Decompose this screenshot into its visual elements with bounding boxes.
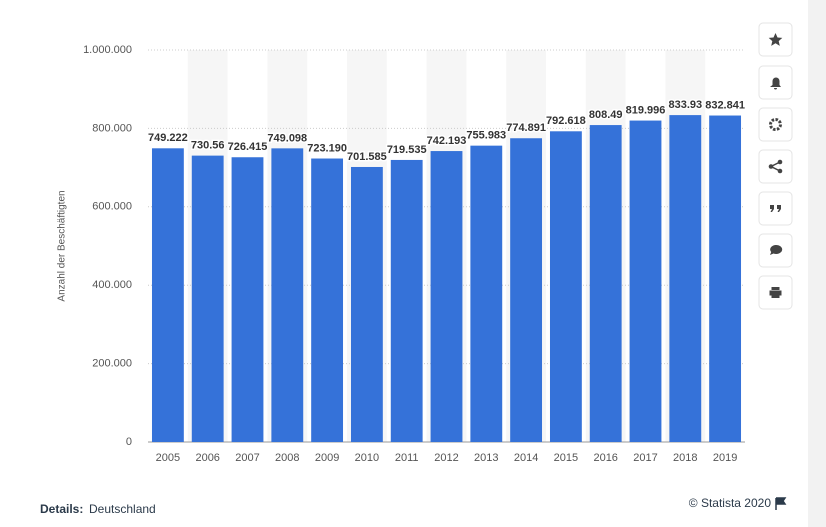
x-tick-label: 2009 <box>315 452 339 464</box>
x-tick-label: 2006 <box>195 452 219 464</box>
data-label: 749.098 <box>267 132 307 144</box>
quote-icon <box>770 205 781 212</box>
y-tick-label: 800.000 <box>92 122 132 134</box>
x-tick-label: 2007 <box>235 452 259 464</box>
share-dot <box>777 159 783 165</box>
y-tick-label: 400.000 <box>92 279 132 291</box>
y-tick-label: 1.000.000 <box>83 44 132 56</box>
bar <box>311 158 344 442</box>
bar <box>709 115 742 442</box>
x-tick-label: 2013 <box>474 452 498 464</box>
bar <box>390 159 423 443</box>
x-tick-label: 2015 <box>554 452 578 464</box>
bar <box>151 148 184 442</box>
x-tick-label: 2018 <box>673 452 697 464</box>
data-label: 749.222 <box>148 132 188 144</box>
details-label: Details: <box>40 502 83 516</box>
x-tick-label: 2010 <box>355 452 379 464</box>
data-label: 792.618 <box>546 115 586 127</box>
star-icon <box>768 33 783 46</box>
y-tick-label: 200.000 <box>92 358 132 370</box>
x-tick-label: 2011 <box>395 452 419 464</box>
x-tick-label: 2016 <box>593 452 617 464</box>
x-tick-label: 2008 <box>275 452 299 464</box>
x-tick-label: 2012 <box>434 452 458 464</box>
y-axis-label: Anzahl der Beschäftigten <box>57 190 68 301</box>
bar <box>350 166 383 442</box>
settings-button[interactable] <box>758 107 793 142</box>
flag-icon <box>775 497 787 510</box>
data-label: 730.56 <box>191 140 225 152</box>
data-label: 808.49 <box>589 109 623 121</box>
data-label: 833.93 <box>668 99 702 111</box>
data-label: 742.193 <box>427 135 467 147</box>
comment-icon <box>770 244 783 255</box>
bell-icon <box>770 77 781 90</box>
share-dot <box>768 164 774 169</box>
bar <box>589 125 622 442</box>
x-tick-label: 2019 <box>713 452 737 464</box>
data-label: 701.585 <box>347 151 387 163</box>
details-value: Deutschland <box>89 502 156 516</box>
sidebar <box>758 22 793 310</box>
copyright: © Statista 2020 <box>689 496 772 510</box>
data-label: 723.190 <box>307 142 347 154</box>
bar <box>629 120 662 442</box>
data-label: 755.983 <box>466 130 506 142</box>
bar <box>271 148 304 442</box>
gear-icon <box>769 118 782 131</box>
bar <box>231 157 264 443</box>
cite-button[interactable] <box>758 191 793 226</box>
y-tick-label: 0 <box>126 436 132 448</box>
data-label: 819.996 <box>626 104 666 116</box>
bar <box>430 151 463 442</box>
x-tick-label: 2014 <box>514 452 538 464</box>
data-label: 832.841 <box>705 99 745 111</box>
data-label: 719.535 <box>387 144 427 156</box>
data-label: 774.891 <box>506 122 546 134</box>
share-button[interactable] <box>758 149 793 184</box>
data-label: 726.415 <box>228 141 268 153</box>
bar <box>669 115 702 443</box>
share-dot <box>777 168 783 174</box>
x-tick-label: 2017 <box>633 452 657 464</box>
x-tick-label: 2005 <box>156 452 180 464</box>
bar <box>470 145 503 442</box>
print-icon <box>769 287 782 298</box>
y-tick-label: 600.000 <box>92 201 132 213</box>
bar <box>191 155 224 442</box>
bar <box>549 131 582 442</box>
bar <box>510 138 543 442</box>
